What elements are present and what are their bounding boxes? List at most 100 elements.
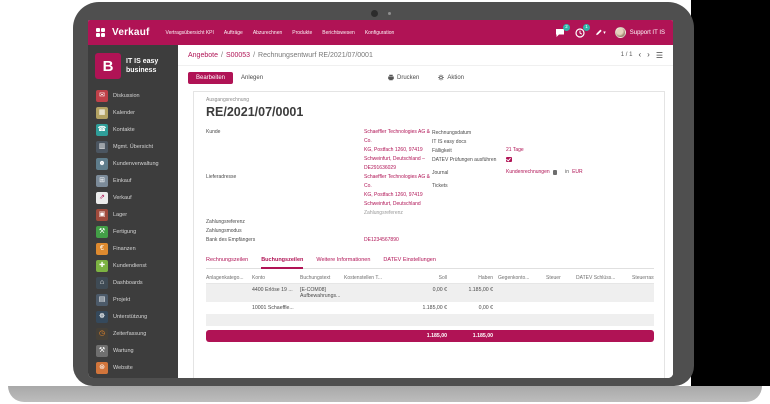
field-label: Rechnungsdatum — [432, 130, 472, 136]
tab-datev-einstellungen[interactable]: DATEV Einstellungen — [383, 257, 436, 263]
tab-weitere-informationen[interactable]: Weitere Informationen — [316, 257, 371, 263]
sidebar-item-finanzen[interactable]: € Finanzen — [88, 240, 178, 257]
activities-icon[interactable]: 1 — [575, 24, 590, 38]
journal-link[interactable]: Kundenrechnungen — [506, 169, 550, 175]
field-faelligkeit: Fälligkeit 21 Tage — [432, 146, 654, 155]
sidebar-item-fertigung[interactable]: ⚒ Fertigung — [88, 223, 178, 240]
sidebar-item-lager[interactable]: ▣ Lager — [88, 206, 178, 223]
notebook-tabs: Rechnungszeilen Buchungszeilen Weitere I… — [206, 257, 654, 269]
col-steuerraster[interactable]: Steuerraster — [632, 275, 654, 281]
table-row[interactable]: 4400 Erlöse 19 ... [E-COM08] Aufbewahrun… — [206, 284, 654, 302]
list-view-icon[interactable]: ☰ — [655, 50, 663, 60]
col-kostenstellen[interactable]: Kostenstellen T... — [344, 275, 382, 281]
action-button[interactable]: Aktion — [437, 74, 464, 81]
payment-terms-link[interactable]: 21 Tage — [506, 147, 524, 153]
form-right-column: Rechnungsdatum IT IS easy docs Fälligkei… — [432, 128, 654, 245]
form-left-column: Kunde Schaeffler Technologies AG & Co. K… — [206, 128, 432, 245]
cell-soll: 1.185,00 € — [422, 305, 447, 311]
col-buchungstext[interactable]: Buchungstext — [300, 275, 331, 281]
tab-rechnungszeilen[interactable]: Rechnungszeilen — [206, 257, 249, 263]
menu-item-produkte[interactable]: Produkte — [292, 29, 313, 36]
field-rechnungsdatum: Rechnungsdatum — [432, 128, 654, 137]
breadcrumb: Angebote / S00053 / Rechnungsentwurf RE/… — [188, 52, 373, 59]
sidebar-item-kundendienst[interactable]: ✚ Kundendienst — [88, 257, 178, 274]
field-label: DATEV Prüfungen ausführen — [432, 157, 497, 163]
background-panel — [691, 0, 770, 386]
user-menu[interactable]: Support IT IS — [614, 27, 665, 38]
col-gegenkonto[interactable]: Gegenkonto... — [498, 275, 530, 281]
sidebar-item-projekt[interactable]: ▤ Projekt — [88, 291, 178, 308]
currency-link[interactable]: EUR — [572, 169, 583, 175]
sidebar-item-einkauf[interactable]: ⊞ Einkauf — [88, 172, 178, 189]
internal-link-icon[interactable] — [552, 170, 558, 175]
menu-item-abzurechnen[interactable]: Abzurechnen — [252, 29, 283, 36]
website-icon: ⊛ — [96, 361, 108, 374]
menu-item-konfiguration[interactable]: Konfiguration — [364, 29, 395, 36]
sidebar-item-label: Fertigung — [113, 228, 137, 235]
col-anlagenkategorie[interactable]: Anlagenkatego... — [206, 275, 244, 281]
edit-button[interactable]: Bearbeiten — [188, 71, 234, 84]
col-steuer[interactable]: Steuer — [546, 275, 561, 281]
avatar — [614, 27, 626, 38]
pager-prev-icon[interactable]: ‹ — [638, 50, 642, 59]
sidebar-item-label: Wartung — [113, 347, 134, 354]
tab-buchungszeilen[interactable]: Buchungszeilen — [261, 257, 304, 269]
cell-haben: 1.185,00 € — [468, 287, 493, 293]
sidebar-item-kundenverwaltung[interactable]: ☻ Kundenverwaltung — [88, 155, 178, 172]
datev-check-checkbox[interactable] — [506, 156, 512, 162]
cell-haben: 0,00 € — [478, 305, 493, 311]
app-name[interactable]: Verkauf — [112, 27, 150, 38]
crm-icon: ☻ — [96, 157, 108, 170]
breadcrumb-link-angebote[interactable]: Angebote — [188, 51, 218, 59]
sidebar-item-label: Zeiterfassung — [113, 330, 147, 337]
action-label: Aktion — [447, 74, 465, 81]
pager-count: 1 / 1 — [620, 52, 633, 58]
sidebar-item-wartung[interactable]: ⚒ Wartung — [88, 342, 178, 359]
sidebar-item-unterstuetzung[interactable]: ☸ Unterstützung — [88, 308, 178, 325]
payment-reference-placeholder[interactable]: Zahlungsreferenz — [364, 210, 403, 216]
print-button[interactable]: Drucken — [387, 74, 419, 81]
sidebar-item-label: Diskussion — [113, 92, 140, 99]
breadcrumb-link-s00053[interactable]: S00053 — [225, 51, 251, 59]
sidebar-item-kalender[interactable]: ▦ Kalender — [88, 104, 178, 121]
sidebar-item-mgmt-uebersicht[interactable]: ▥ Mgmt. Übersicht — [88, 138, 178, 155]
sidebar-item-website[interactable]: ⊛ Website — [88, 359, 178, 376]
timesheet-icon: ◷ — [96, 327, 108, 340]
pencil-icon — [595, 29, 602, 36]
col-konto[interactable]: Konto — [252, 275, 266, 281]
messages-icon[interactable]: 2 — [555, 24, 570, 38]
laptop-frame: Verkauf Vertragsübersicht KPI Aufträge A… — [73, 2, 694, 386]
field-label: Fälligkeit — [432, 148, 452, 154]
sidebar-item-kontakte[interactable]: ☎ Kontakte — [88, 121, 178, 138]
delivery-address-link[interactable]: Schaeffler Technologies AG & Co. KG, Pos… — [364, 174, 430, 207]
create-button[interactable]: Anlegen — [241, 74, 264, 81]
sidebar-item-label: Kundenverwaltung — [113, 160, 159, 167]
col-haben[interactable]: Haben — [478, 275, 493, 281]
menu-item-berichtswesen[interactable]: Berichtswesen — [322, 29, 355, 36]
menu-item-auftraege[interactable]: Aufträge — [223, 29, 243, 36]
chevron-down-icon: ▾ — [603, 29, 606, 36]
pager-next-icon[interactable]: › — [647, 50, 650, 59]
invoice-sheet: Ausgangsrechnung RE/2021/07/0001 Kunde S… — [193, 91, 665, 378]
tools-menu-icon[interactable]: ▾ — [595, 27, 606, 38]
sidebar-item-diskussion[interactable]: ✉ Diskussion — [88, 87, 178, 104]
sidebar-item-zeiterfassung[interactable]: ◷ Zeiterfassung — [88, 325, 178, 342]
table-row[interactable]: 10001 Schaeffle... 1.185,00 € 0,00 € — [206, 302, 654, 314]
sidebar-item-verkauf[interactable]: ⇗ Verkauf — [88, 189, 178, 206]
col-datev-schluessel[interactable]: DATEV Schlüss... — [576, 275, 616, 281]
cell-buchungstext: [E-COM08] Aufbewahrungs... — [300, 287, 341, 299]
messages-badge: 2 — [563, 24, 570, 31]
col-soll[interactable]: Soll — [438, 275, 447, 281]
field-label: Kunde — [206, 129, 221, 135]
apps-menu-icon[interactable] — [96, 28, 105, 37]
inventory-icon: ▣ — [96, 208, 108, 221]
maintenance-icon: ⚒ — [96, 344, 108, 357]
customer-link[interactable]: Schaeffler Technologies AG & Co. KG, Pos… — [364, 129, 430, 171]
field-zahlungsreferenz: Zahlungsreferenz — [206, 218, 432, 227]
brand[interactable]: B IT IS easy business — [88, 51, 178, 83]
field-label: Journal — [432, 170, 449, 176]
toolbar: Bearbeiten Anlegen Drucken Aktion — [178, 66, 673, 89]
sidebar-item-dashboards[interactable]: ⌂ Dashboards — [88, 274, 178, 291]
bank-account-link[interactable]: DE1234567890 — [364, 237, 399, 243]
menu-item-vertragsuebersicht[interactable]: Vertragsübersicht KPI — [165, 29, 214, 36]
